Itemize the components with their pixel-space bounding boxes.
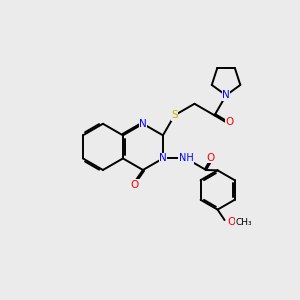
Text: O: O — [131, 180, 139, 190]
Text: N: N — [159, 153, 167, 164]
Text: N: N — [222, 90, 230, 100]
Text: S: S — [171, 110, 178, 120]
Text: NH: NH — [179, 153, 194, 164]
Text: O: O — [227, 217, 236, 227]
Text: O: O — [206, 153, 215, 163]
Text: N: N — [139, 119, 147, 129]
Text: CH₃: CH₃ — [236, 218, 253, 227]
Text: O: O — [225, 117, 234, 127]
